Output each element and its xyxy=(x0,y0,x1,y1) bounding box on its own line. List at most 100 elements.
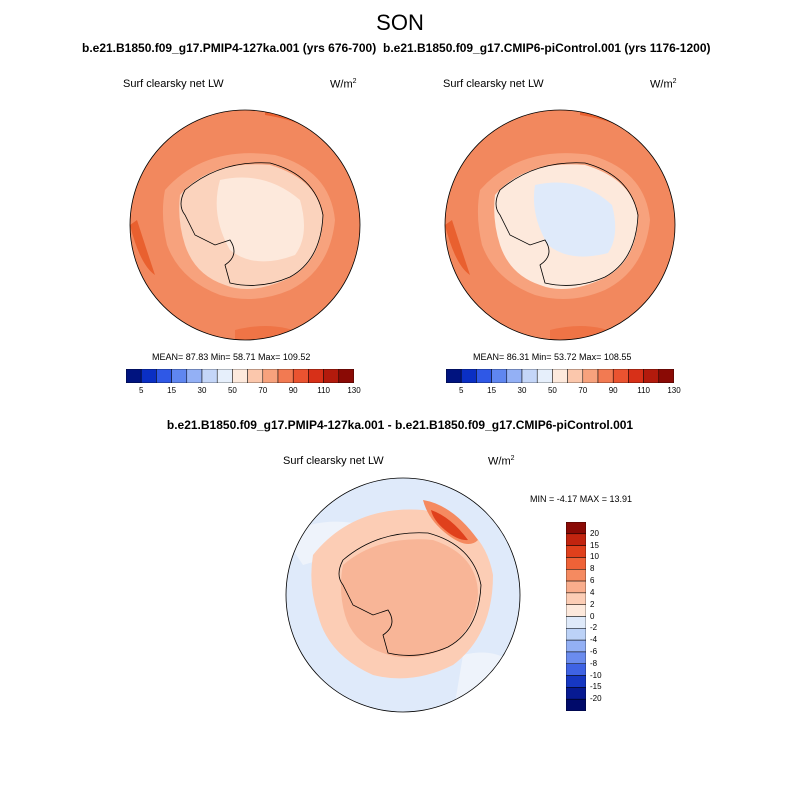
colorbar-swatch xyxy=(566,533,586,546)
colorbar-tick-label: 70 xyxy=(578,386,588,395)
colorbar-tick-label: -6 xyxy=(590,646,598,656)
colorbar-tick-label: 110 xyxy=(637,386,650,395)
warm-ocean-patch-west xyxy=(130,220,155,275)
colorbar-swatch xyxy=(658,369,674,383)
colorbar-tick-label: 15 xyxy=(590,540,599,550)
colorbar-swatch xyxy=(566,592,586,605)
colorbar-swatch xyxy=(491,369,508,383)
colorbar-swatch xyxy=(566,604,586,617)
colorbar-swatch xyxy=(566,675,586,688)
colorbar-tick-label: 2 xyxy=(590,599,595,609)
antarctica-anomaly xyxy=(340,539,478,658)
colorbar-tick-label: 6 xyxy=(590,576,595,586)
panel2-colorbar xyxy=(446,369,674,383)
colorbar-tick-label: 90 xyxy=(608,386,618,395)
colorbar-swatch xyxy=(126,369,142,383)
colorbar-swatch xyxy=(566,651,586,664)
colorbar-swatch xyxy=(521,369,538,383)
colorbar-swatch xyxy=(140,369,157,383)
colorbar-tick-label: 30 xyxy=(197,386,207,395)
colorbar-swatch xyxy=(536,369,553,383)
antarctica-coastline xyxy=(495,162,639,286)
diff-variable-label: Surf clearsky net LW xyxy=(283,455,384,467)
colorbar-swatch xyxy=(262,369,279,383)
panel1-stats: MEAN= 87.83 Min= 58.71 Max= 109.52 xyxy=(152,352,311,362)
colorbar-swatch xyxy=(566,569,586,582)
colorbar-tick-label: -20 xyxy=(590,694,602,704)
diff-map xyxy=(285,477,521,713)
colorbar-tick-label: 4 xyxy=(590,587,595,597)
colorbar-tick-label: -8 xyxy=(590,658,598,668)
diff-case-title: b.e21.B1850.f09_g17.PMIP4-127ka.001 - b.… xyxy=(166,418,634,432)
colorbar-swatch xyxy=(566,687,586,700)
panel2-map xyxy=(444,109,676,341)
colorbar-swatch xyxy=(552,369,568,383)
colorbar-swatch xyxy=(232,369,248,383)
warm-ocean-patch-west xyxy=(445,220,470,275)
map-border xyxy=(285,477,521,713)
colorbar-tick-label: 20 xyxy=(590,528,599,538)
figure-title: SON xyxy=(376,10,424,35)
colorbar-swatch xyxy=(446,369,462,383)
colorbar-tick-label: -2 xyxy=(590,623,598,633)
warm-ocean-patch-south xyxy=(550,326,620,340)
warm-ocean-patch-south xyxy=(235,326,305,340)
colorbar-tick-label: 30 xyxy=(517,386,527,395)
colorbar-tick-label: 5 xyxy=(458,386,464,395)
colorbar-swatch xyxy=(171,369,188,383)
colorbar-swatch xyxy=(567,369,584,383)
colorbar-swatch xyxy=(566,580,586,594)
hot-anomaly-core xyxy=(431,510,468,541)
colorbar-tick-label: 15 xyxy=(167,386,177,395)
panel2-variable-label: Surf clearsky net LW xyxy=(443,78,544,90)
colorbar-swatch xyxy=(156,369,172,383)
colorbar-swatch xyxy=(566,628,586,641)
colorbar-swatch xyxy=(566,522,586,535)
colorbar-swatch xyxy=(186,369,203,383)
map-border xyxy=(444,109,676,341)
diff-colorbar xyxy=(566,522,586,711)
antarctica-interior xyxy=(533,182,616,257)
colorbar-tick-label: 70 xyxy=(258,386,268,395)
diff-stats: MIN = -4.17 MAX = 13.91 xyxy=(530,494,633,504)
colorbar-tick-label: 130 xyxy=(347,386,361,395)
colorbar-tick-label: 8 xyxy=(590,564,595,574)
colorbar-swatch xyxy=(277,369,294,383)
colorbar-tick-label: -15 xyxy=(590,682,602,692)
colorbar-swatch xyxy=(323,369,340,383)
panel1-variable-label: Surf clearsky net LW xyxy=(123,78,224,90)
panel1-units-label: W/m2 xyxy=(330,78,357,91)
antarctica-coastline xyxy=(180,162,324,286)
antarctica-interior xyxy=(216,177,304,262)
colorbar-tick-label: 50 xyxy=(227,386,237,395)
panel2-stats: MEAN= 86.31 Min= 53.72 Max= 108.55 xyxy=(473,352,632,362)
antarctica-coastline xyxy=(338,532,482,656)
colorbar-swatch xyxy=(566,545,586,558)
colorbar-swatch xyxy=(292,369,309,383)
colorbar-swatch xyxy=(566,663,586,676)
colorbar-tick-label: 130 xyxy=(667,386,681,395)
panel1-map xyxy=(129,109,361,341)
colorbar-tick-label: 10 xyxy=(590,552,599,562)
colorbar-tick-label: 0 xyxy=(590,611,595,621)
colorbar-swatch xyxy=(216,369,233,383)
colorbar-swatch xyxy=(566,639,586,653)
colorbar-swatch xyxy=(643,369,660,383)
panel1-colorbar-labels: 5 15 30 50 70 90 110 130 xyxy=(126,386,361,398)
colorbar-tick-label: -4 xyxy=(590,635,598,645)
colorbar-swatch xyxy=(597,369,614,383)
panel2-case-title: b.e21.B1850.f09_g17.CMIP6-piControl.001 … xyxy=(383,41,711,55)
colorbar-swatch xyxy=(628,369,644,383)
panel1-colorbar xyxy=(126,369,354,383)
colorbar-tick-label: 50 xyxy=(547,386,557,395)
colorbar-swatch xyxy=(308,369,324,383)
colorbar-swatch xyxy=(566,557,586,570)
colorbar-tick-label: 90 xyxy=(288,386,298,395)
colorbar-swatch xyxy=(612,369,629,383)
colorbar-swatch xyxy=(566,616,586,629)
colorbar-swatch xyxy=(566,698,586,711)
colorbar-tick-label: 15 xyxy=(487,386,497,395)
colorbar-swatch xyxy=(201,369,218,383)
colorbar-swatch xyxy=(582,369,599,383)
colorbar-tick-label: 110 xyxy=(317,386,330,395)
